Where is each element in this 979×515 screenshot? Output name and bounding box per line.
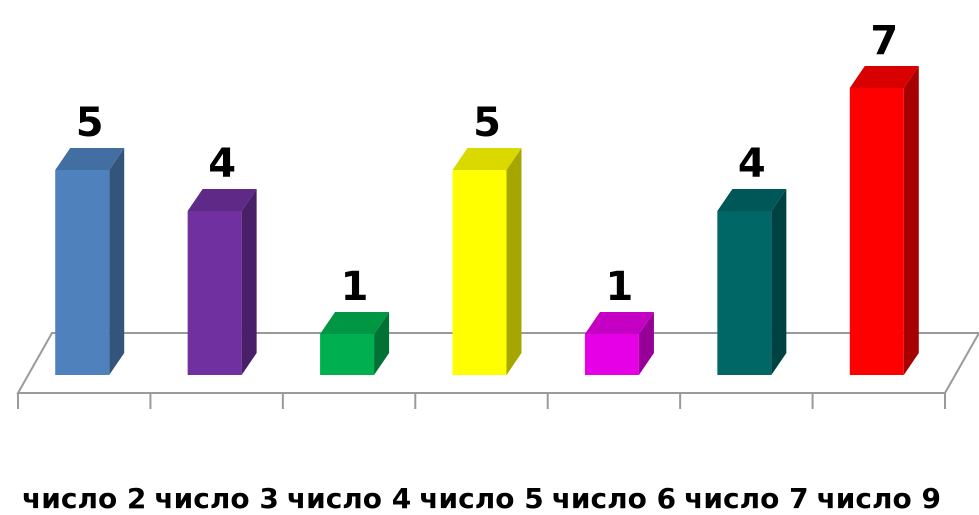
category-label: число 3 <box>154 482 278 515</box>
data-label: 7 <box>870 18 898 64</box>
category-label: число 7 <box>684 482 808 515</box>
data-label: 4 <box>208 141 236 187</box>
bar <box>717 189 787 375</box>
bar-front <box>584 334 639 375</box>
bar-side <box>638 312 654 375</box>
bar-front <box>452 170 507 375</box>
bar-front <box>849 88 904 375</box>
category-label: число 5 <box>419 482 543 515</box>
bar-top <box>584 312 654 334</box>
bar <box>584 312 654 375</box>
bars-group: 5 4 1 5 1 4 7 <box>55 18 919 375</box>
data-label: 4 <box>738 141 766 187</box>
bar <box>187 189 257 375</box>
bar-top <box>849 66 919 88</box>
data-label: 1 <box>341 264 369 310</box>
bar-front <box>187 211 242 375</box>
bar-side <box>241 189 257 375</box>
bar-side <box>771 189 787 375</box>
bar-side <box>903 66 919 375</box>
bar-top <box>55 148 125 170</box>
category-label: число 2 <box>22 482 146 515</box>
bar-side <box>374 312 390 375</box>
bar-top <box>187 189 257 211</box>
data-label: 5 <box>473 100 501 146</box>
bar-front <box>55 170 110 375</box>
data-label: 5 <box>76 100 104 146</box>
category-labels: число 2 число 3 число 4 число 5 число 6 число… <box>22 482 941 515</box>
data-label: 1 <box>606 264 634 310</box>
bar-side <box>109 148 125 375</box>
bar-front <box>320 334 375 375</box>
bar-top <box>320 312 390 334</box>
x-axis <box>17 392 946 409</box>
category-label: число 4 <box>287 482 411 515</box>
bar <box>320 312 390 375</box>
category-label: число 6 <box>552 482 676 515</box>
bar-top <box>452 148 522 170</box>
bar-side <box>506 148 522 375</box>
bar <box>849 66 919 375</box>
bar-front <box>717 211 772 375</box>
bar-top <box>717 189 787 211</box>
category-label: число 9 <box>817 482 941 515</box>
bar <box>55 148 125 375</box>
bar <box>452 148 522 375</box>
